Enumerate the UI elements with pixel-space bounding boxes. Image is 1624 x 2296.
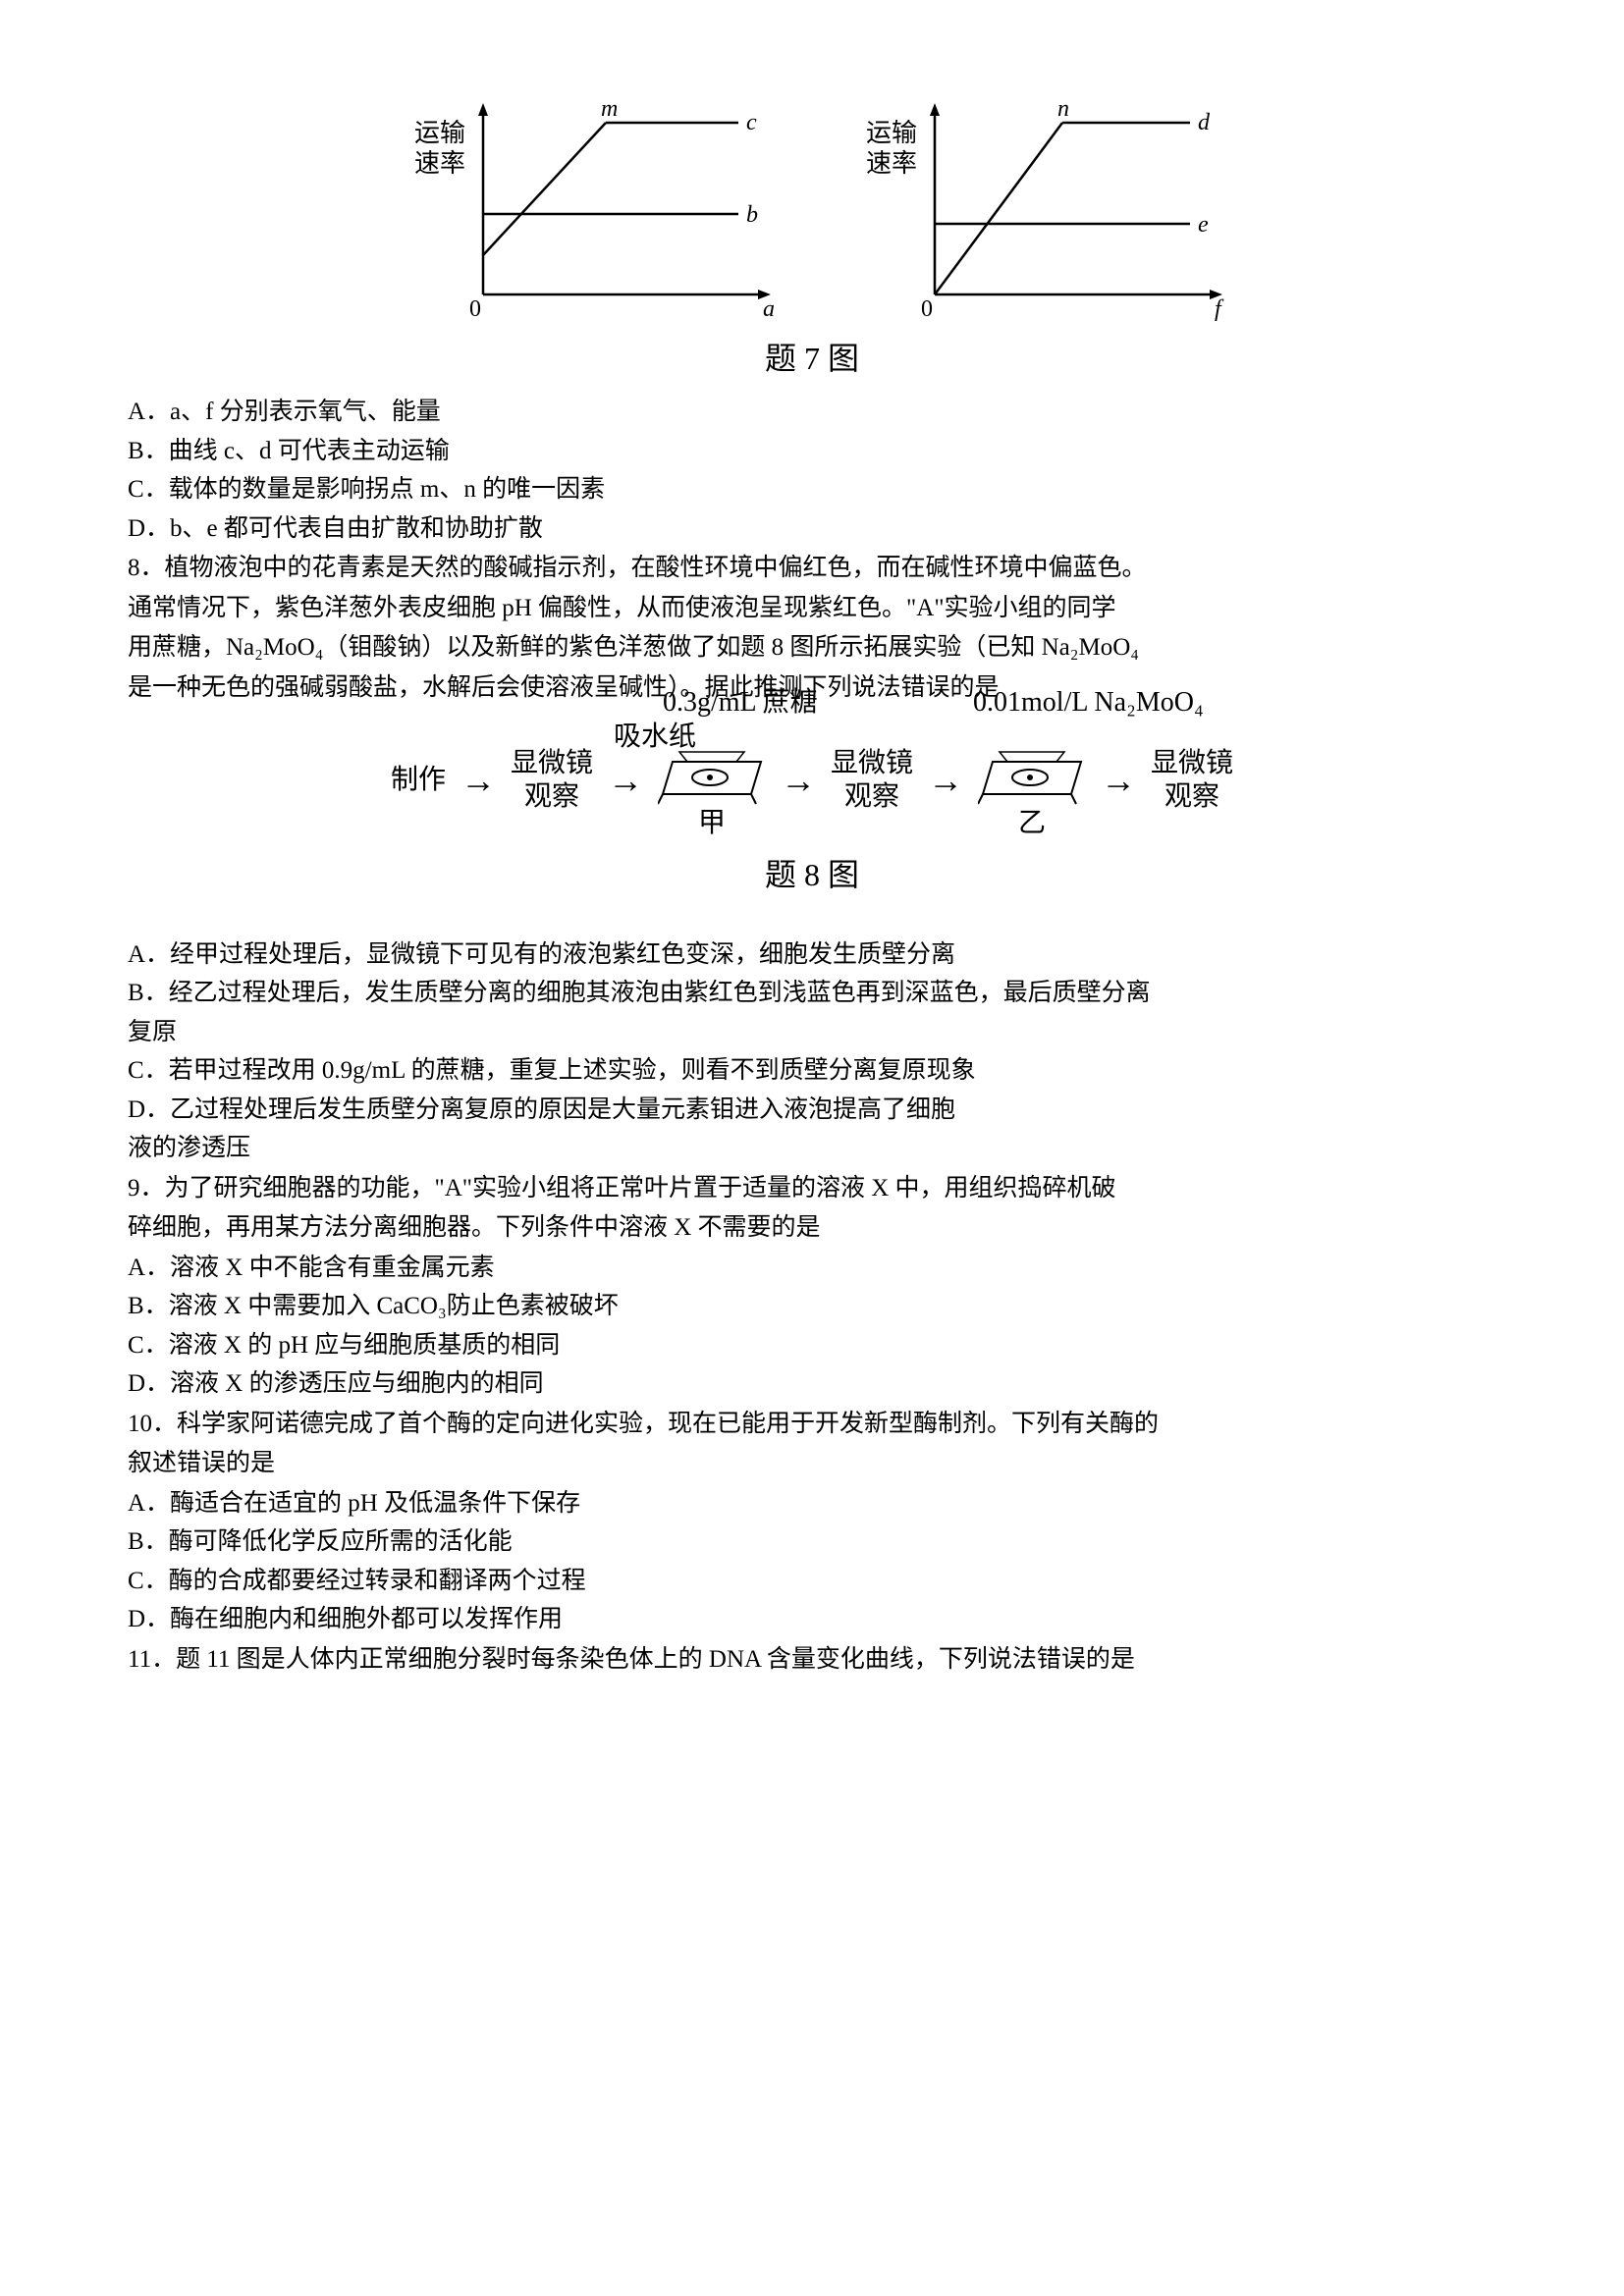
namoo4-label: 0.01mol/L Na₂MoO₄ (973, 686, 1204, 720)
step4-line2: 观察 (1164, 780, 1219, 814)
origin-label-r: 0 (921, 296, 933, 322)
step3-line2: 观察 (844, 780, 899, 814)
line-e-label: e (1198, 212, 1209, 238)
arrow-4: → (928, 760, 963, 801)
q9-option-d: D．溶液 X 的渗透压应与细胞内的相同 (128, 1365, 1496, 1403)
q7-option-d: D．b、e 都可代表自由扩散和协助扩散 (128, 510, 1496, 548)
step2-line1: 显微镜 (511, 747, 593, 780)
figure7-container: 运输 速率 m c b 0 a (128, 98, 1496, 324)
q8-option-a: A．经甲过程处理后，显微镜下可见有的液泡紫红色变深，细胞发生质壁分离 (128, 936, 1496, 974)
arrow-2: → (608, 760, 643, 801)
q10-option-a: A．酶适合在适宜的 pH 及低温条件下保存 (128, 1485, 1496, 1522)
figure7-right-graph: 运输 速率 n d e 0 f (920, 98, 1254, 324)
exam-page: 运输 速率 m c b 0 a (0, 0, 1624, 1779)
arrow-5: → (1101, 760, 1136, 801)
q8-option-b2: 复原 (128, 1014, 1496, 1051)
figure7-left-graph: 运输 速率 m c b 0 a (468, 98, 802, 324)
q7-option-c: C．载体的数量是影响拐点 m、n 的唯一因素 (128, 471, 1496, 508)
right-graph-svg: n d e 0 f (920, 98, 1254, 324)
flow-step2: 显微镜 观察 (511, 747, 593, 813)
q9-stem-1: 9．为了研究细胞器的功能，"A"实验小组将正常叶片置于适量的溶液 X 中，用组织… (128, 1170, 1496, 1207)
sucrose-label: 0.3g/mL 蔗糖 (663, 686, 818, 720)
q8-option-b1: B．经乙过程处理后，发生质壁分离的细胞其液泡由紫红色到浅蓝色再到深蓝色，最后质壁… (128, 975, 1496, 1012)
q7-option-a: A．a、f 分别表示氧气、能量 (128, 394, 1496, 431)
q8-stem-1: 8．植物液泡中的花青素是天然的酸碱指示剂，在酸性环境中偏红色，而在碱性环境中偏蓝… (128, 550, 1496, 587)
step1-label: 制作 (391, 764, 446, 797)
right-y-label: 运输 速率 (866, 118, 917, 179)
slide1-label: 甲 (698, 807, 726, 840)
q9-stem-2: 碎细胞，再用某方法分离细胞器。下列条件中溶液 X 不需要的是 (128, 1209, 1496, 1247)
q8-stem-2: 通常情况下，紫色洋葱外表皮细胞 pH 偏酸性，从而使液泡呈现紫红色。"A"实验小… (128, 590, 1496, 627)
figure7-caption: 题 7 图 (128, 334, 1496, 379)
flow-slide1: 0.3g/mL 蔗糖 吸水纸 甲 (658, 721, 766, 840)
figure8-container: 制作 → 显微镜 观察 → 0.3g/mL 蔗糖 吸水纸 甲 → 显微镜 (128, 721, 1496, 840)
point-m-label: m (601, 98, 618, 122)
arrow-3: → (781, 760, 816, 801)
line-c-label: c (746, 110, 757, 135)
q10-stem-1: 10．科学家阿诺德完成了首个酶的定向进化实验，现在已能用于开发新型酶制剂。下列有… (128, 1406, 1496, 1443)
left-graph-svg: m c b 0 a (468, 98, 802, 324)
line-b-label: b (746, 202, 758, 228)
q8-option-d1: D．乙过程处理后发生质壁分离复原的原因是大量元素钼进入液泡提高了细胞 (128, 1092, 1496, 1129)
q10-option-c: C．酶的合成都要经过转录和翻译两个过程 (128, 1563, 1496, 1600)
flow-step1: 制作 (391, 764, 446, 797)
flow-step4: 显微镜 观察 (1151, 747, 1233, 813)
x-axis-label: a (763, 296, 775, 322)
origin-label: 0 (469, 296, 481, 322)
y-label-line1-r: 运输 (866, 118, 917, 148)
q9-option-a: A．溶液 X 中不能含有重金属元素 (128, 1250, 1496, 1287)
step4-line1: 显微镜 (1151, 747, 1233, 780)
paper-label: 吸水纸 (614, 721, 696, 754)
y-label-line2-r: 速率 (866, 148, 917, 179)
slide2-label: 乙 (1018, 807, 1046, 840)
y-label-line1: 运输 (414, 118, 465, 148)
arrow-1: → (460, 760, 496, 801)
figure8-caption: 题 8 图 (128, 850, 1496, 895)
q11-stem: 11．题 11 图是人体内正常细胞分裂时每条染色体上的 DNA 含量变化曲线，下… (128, 1641, 1496, 1679)
flow-slide2: 0.01mol/L Na₂MoO₄ 乙 (978, 721, 1086, 840)
q10-option-b: B．酶可降低化学反应所需的活化能 (128, 1523, 1496, 1561)
q10-stem-2: 叙述错误的是 (128, 1445, 1496, 1482)
x-axis-label-r: f (1215, 296, 1224, 322)
left-y-label: 运输 速率 (414, 118, 465, 179)
q10-option-d: D．酶在细胞内和细胞外都可以发挥作用 (128, 1601, 1496, 1638)
step3-line1: 显微镜 (831, 747, 913, 780)
q9-option-c: C．溶液 X 的 pH 应与细胞质基质的相同 (128, 1327, 1496, 1364)
q8-stem-3: 用蔗糖，Na₂MoO₄（钼酸钠）以及新鲜的紫色洋葱做了如题 8 图所示拓展实验（… (128, 629, 1496, 667)
slide2-svg (978, 750, 1086, 807)
q7-option-b: B．曲线 c、d 可代表主动运输 (128, 433, 1496, 470)
line-d-label: d (1198, 110, 1211, 135)
step2-line2: 观察 (524, 780, 579, 814)
q9-option-b: B．溶液 X 中需要加入 CaCO₃防止色素被破坏 (128, 1288, 1496, 1325)
slide1-svg (658, 750, 766, 807)
flow-step3: 显微镜 观察 (831, 747, 913, 813)
point-n-label: n (1057, 98, 1069, 122)
q8-option-c: C．若甲过程改用 0.9g/mL 的蔗糖，重复上述实验，则看不到质壁分离复原现象 (128, 1052, 1496, 1090)
y-label-line2: 速率 (414, 148, 465, 179)
q8-option-d2: 液的渗透压 (128, 1130, 1496, 1167)
